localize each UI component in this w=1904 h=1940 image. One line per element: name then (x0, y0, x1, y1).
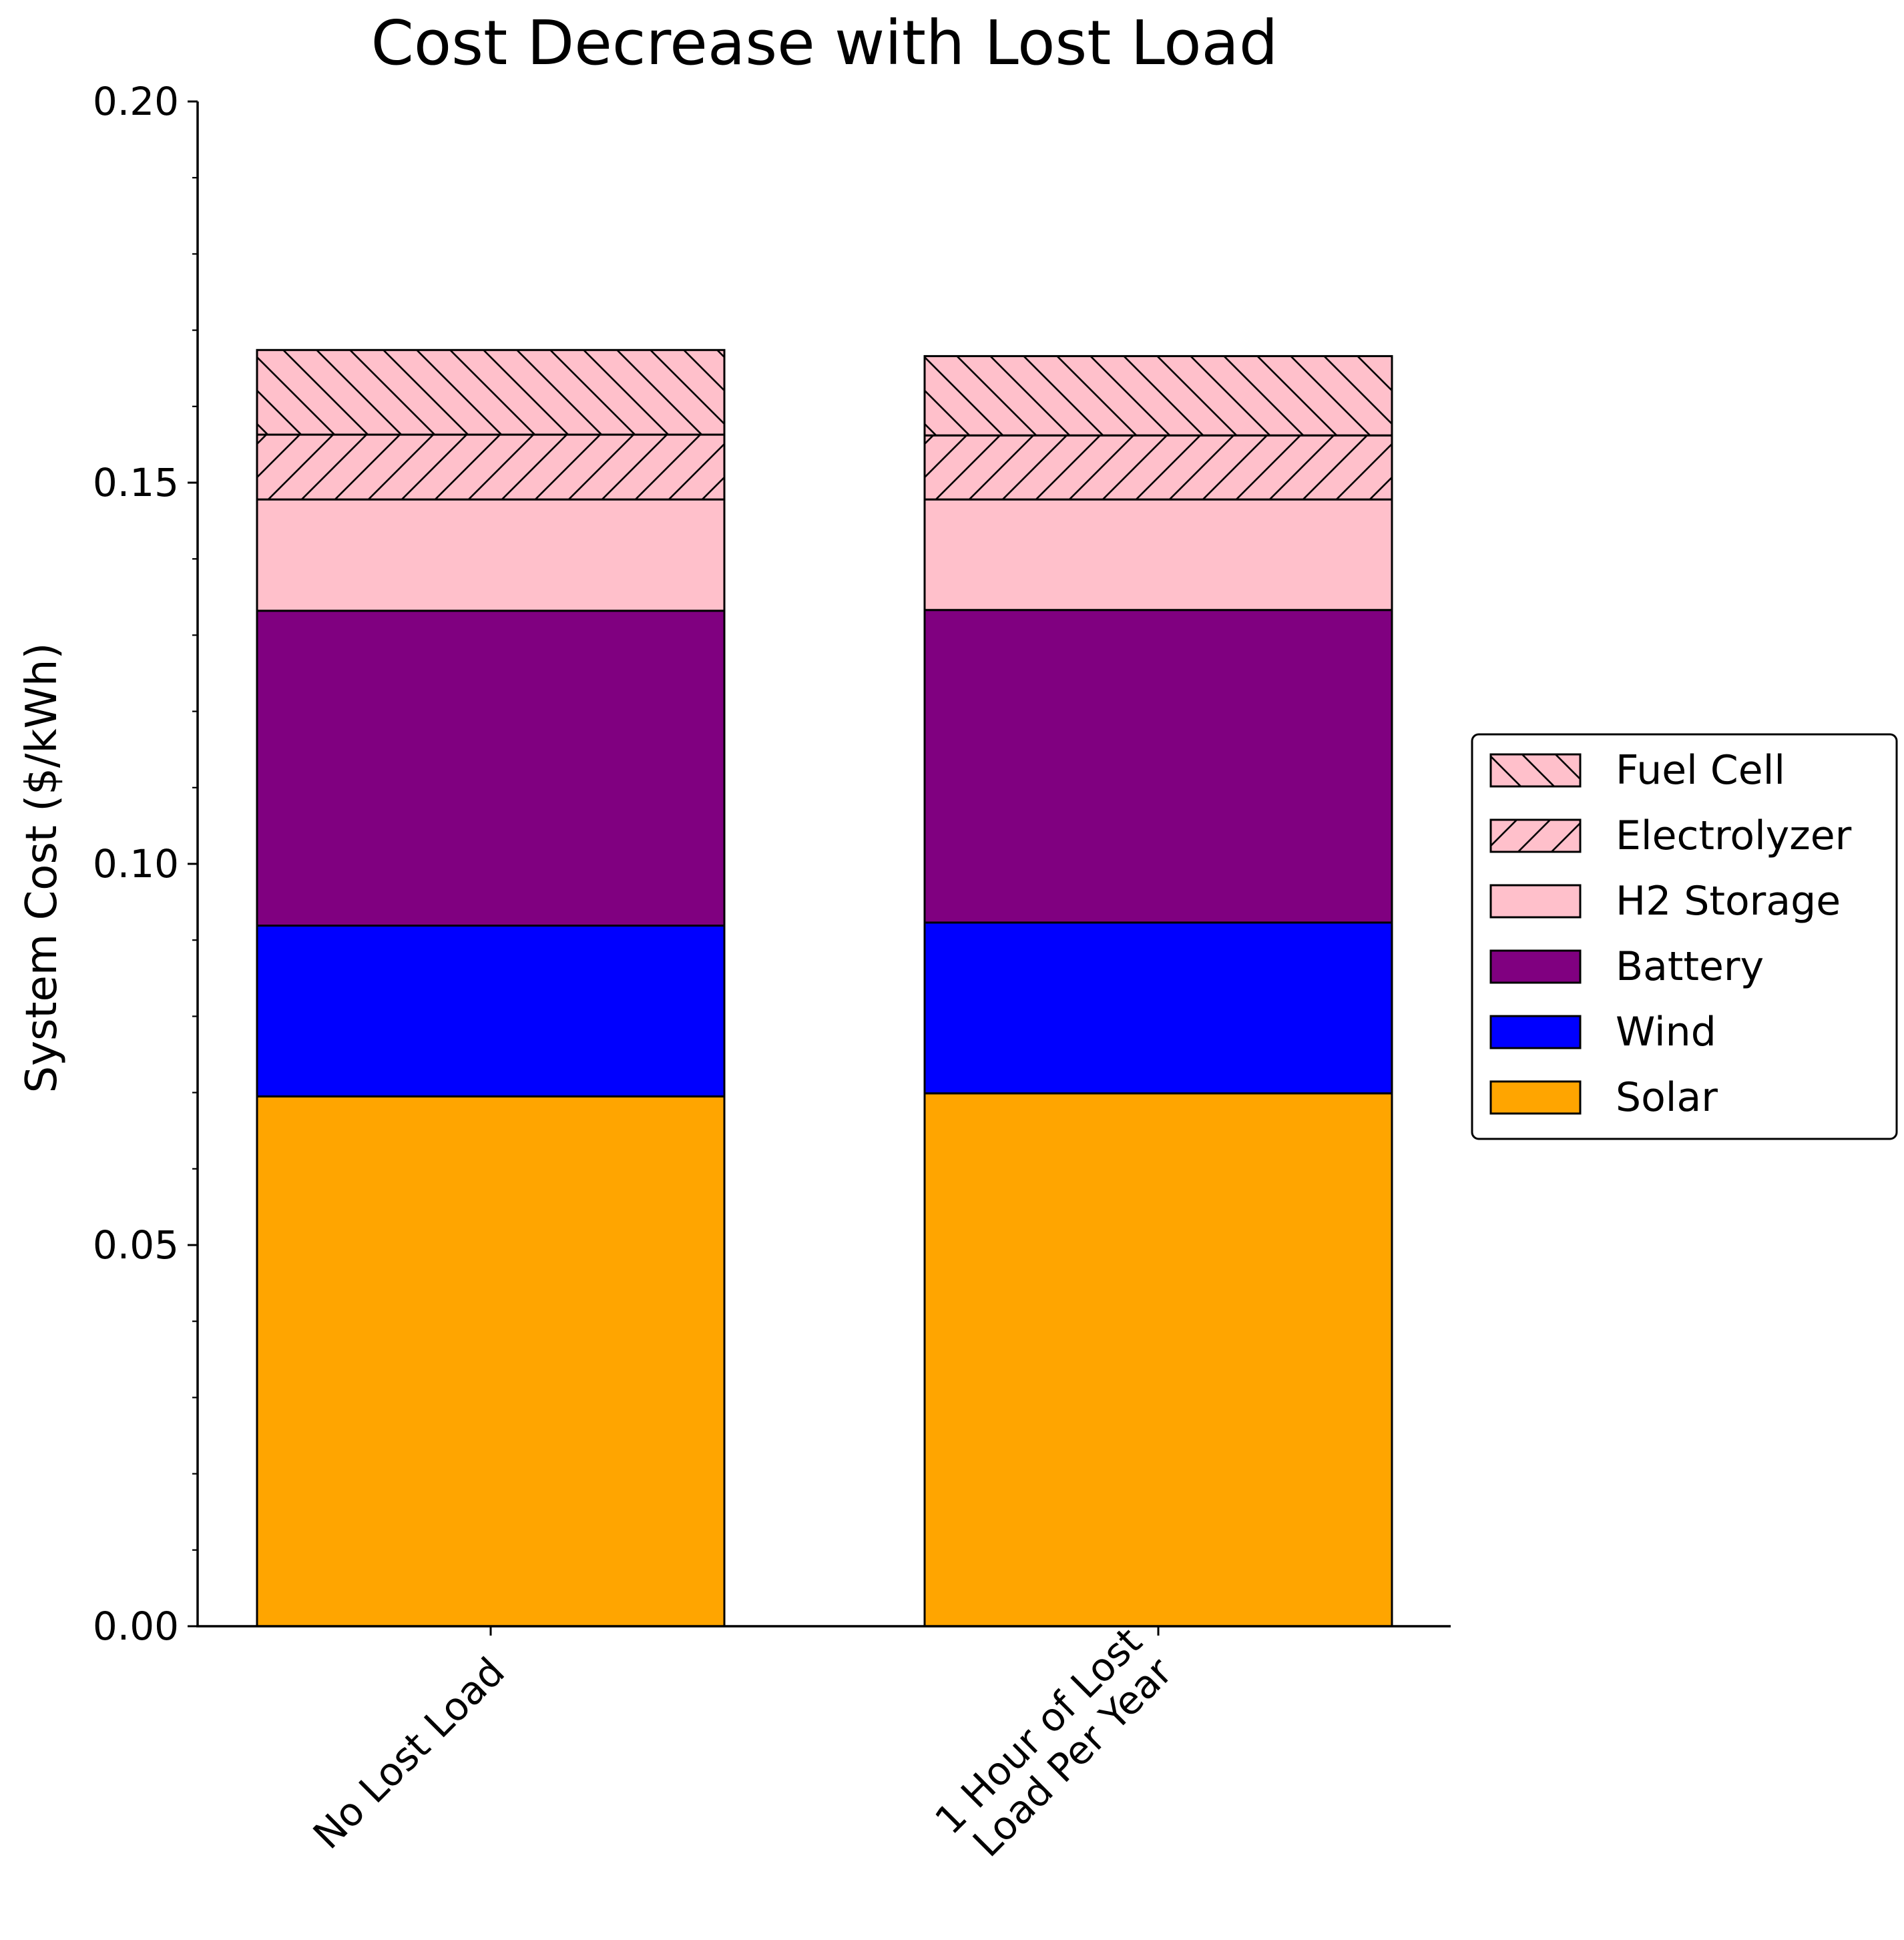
bar-segment-wind (256, 925, 726, 1098)
x-tick-label: No Lost Load (304, 1649, 513, 1858)
bar-segment-h2-storage (923, 498, 1393, 612)
legend-swatch-solar (1489, 1080, 1582, 1115)
bars-group (256, 348, 1393, 1628)
legend-label-h2-storage: H2 Storage (1616, 878, 1841, 925)
chart-title: Cost Decrease with Lost Load (371, 7, 1278, 79)
bar-segment-fuel-cell (923, 354, 1393, 437)
bar-segment-h2-storage (256, 498, 726, 612)
bar-segment-battery (923, 609, 1393, 924)
y-tick-label: 0.00 (93, 1604, 179, 1649)
y-tick-label: 0.20 (93, 79, 179, 124)
bar-segment-solar (923, 1092, 1393, 1628)
x-tick-label: 1 Hour of LostLoad Per Year (926, 1618, 1181, 1873)
bar-segment-battery (256, 610, 726, 927)
legend-label-solar: Solar (1616, 1074, 1718, 1121)
legend-label-battery: Battery (1616, 943, 1764, 990)
legend-swatch-h2-storage (1489, 884, 1582, 919)
bar-segment-fuel-cell (256, 348, 726, 436)
bar-segment-solar (256, 1095, 726, 1628)
legend: Fuel Cell Electrolyzer H2 Storage Battery Wi… (1471, 733, 1898, 1140)
bar-segment-electrolyzer (923, 434, 1393, 501)
legend-label-electrolyzer: Electrolyzer (1616, 812, 1852, 859)
legend-swatch-electrolyzer (1489, 818, 1582, 853)
x-axis-ticks: No Lost Load 1 Hour of LostLoad Per Year (304, 1618, 1181, 1873)
legend-label-fuel-cell: Fuel Cell (1616, 747, 1785, 794)
bar-segment-electrolyzer (256, 433, 726, 501)
y-axis-label: System Cost ($/kWh) (17, 643, 67, 1094)
y-tick-label: 0.15 (93, 460, 179, 505)
y-tick-label: 0.05 (93, 1222, 179, 1268)
legend-swatch-wind (1489, 1015, 1582, 1049)
legend-label-wind: Wind (1616, 1009, 1716, 1055)
legend-swatch-fuel-cell (1489, 753, 1582, 788)
legend-swatch-battery (1489, 949, 1582, 984)
bar-segment-wind (923, 921, 1393, 1095)
y-axis-ticks: 0.00 0.05 0.10 0.15 0.20 (93, 79, 198, 1649)
y-tick-label: 0.10 (93, 841, 179, 887)
